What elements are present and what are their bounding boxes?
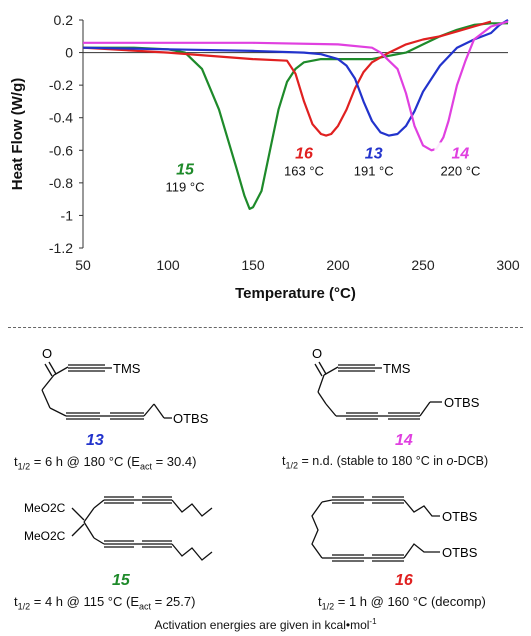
substituent-tms-13: TMS [113, 361, 141, 376]
annotation-temp-15: 119 °C [166, 180, 205, 195]
series-line-15 [83, 22, 508, 210]
y-tick-label: -0.4 [49, 110, 73, 126]
y-tick-label: -0.6 [49, 142, 73, 158]
svg-text:O: O [42, 346, 52, 361]
substituent-otbs-14: OTBS [444, 395, 480, 410]
y-tick-label: -1 [61, 207, 74, 223]
substituent-otbs-16b: OTBS [442, 545, 478, 560]
y-axis-title: Heat Flow (W/g) [9, 78, 26, 191]
x-tick-label: 250 [411, 257, 435, 273]
compound-id-16: 16 [395, 572, 413, 589]
annotation-temp-13: 191 °C [354, 163, 394, 178]
structure-14: O TMS OTBS [312, 346, 480, 420]
substituent-tms-14: TMS [383, 361, 411, 376]
annotation-bg-13 [347, 142, 400, 179]
half-life-14: t1/2 = n.d. (stable to 180 °C in o-DCB) [282, 454, 489, 471]
footnote: Activation energies are given in kcal•mo… [154, 617, 377, 632]
annotation-bg-16 [278, 142, 330, 179]
annotation-temp-14: 220 °C [440, 163, 480, 178]
y-tick-label: -0.2 [49, 77, 73, 93]
structure-15: MeO2C MeO2C [24, 496, 213, 561]
x-tick-label: 150 [241, 257, 265, 273]
section-divider [8, 327, 523, 328]
x-tick-label: 100 [156, 257, 180, 273]
substituent-otbs-16a: OTBS [442, 509, 478, 524]
annotation-temp-16: 163 °C [284, 163, 324, 178]
half-life-16: t1/2 = 1 h @ 160 °C (decomp) [318, 594, 486, 612]
annotation-bg-15 [159, 158, 211, 195]
annotation-id-15: 15 [176, 162, 195, 179]
substituent-meo2c-a: MeO2C [24, 501, 66, 515]
series-line-13 [82, 19, 509, 137]
compound-id-15: 15 [112, 572, 130, 589]
x-tick-label: 300 [496, 257, 520, 273]
substituent-meo2c-b: MeO2C [24, 529, 66, 543]
y-tick-label: 0 [65, 45, 73, 61]
annotation-bg-14 [434, 142, 487, 179]
y-tick-label: 0.2 [54, 12, 74, 28]
compound-id-14: 14 [395, 432, 413, 449]
dsc-chart: 0.2 0 -0.2 -0.4 -0.6 -0.8 -1 -1.250 100 150 200 250… [9, 12, 520, 302]
structure-13: O TMS OTBS [41, 346, 209, 426]
y-tick-label: -0.8 [49, 175, 73, 191]
substituent-otbs-13: OTBS [173, 411, 209, 426]
svg-text:O: O [312, 346, 322, 361]
half-life-13: t1/2 = 6 h @ 180 °C (Eact = 30.4) [14, 454, 197, 472]
annotation-id-14: 14 [452, 145, 470, 162]
x-tick-label: 200 [326, 257, 350, 273]
annotation-id-13: 13 [365, 145, 383, 162]
half-life-15: t1/2 = 4 h @ 115 °C (Eact = 25.7) [14, 594, 196, 612]
series-line-14 [83, 20, 509, 152]
annotation-id-16: 16 [295, 145, 313, 162]
structure-16: OTBS OTBS [311, 496, 478, 562]
x-axis-title: Temperature (°C) [235, 285, 356, 302]
compound-id-13: 13 [86, 432, 104, 449]
y-tick-label: -1.2 [49, 240, 73, 256]
series-line-16 [82, 20, 492, 137]
x-tick-label: 50 [75, 257, 91, 273]
